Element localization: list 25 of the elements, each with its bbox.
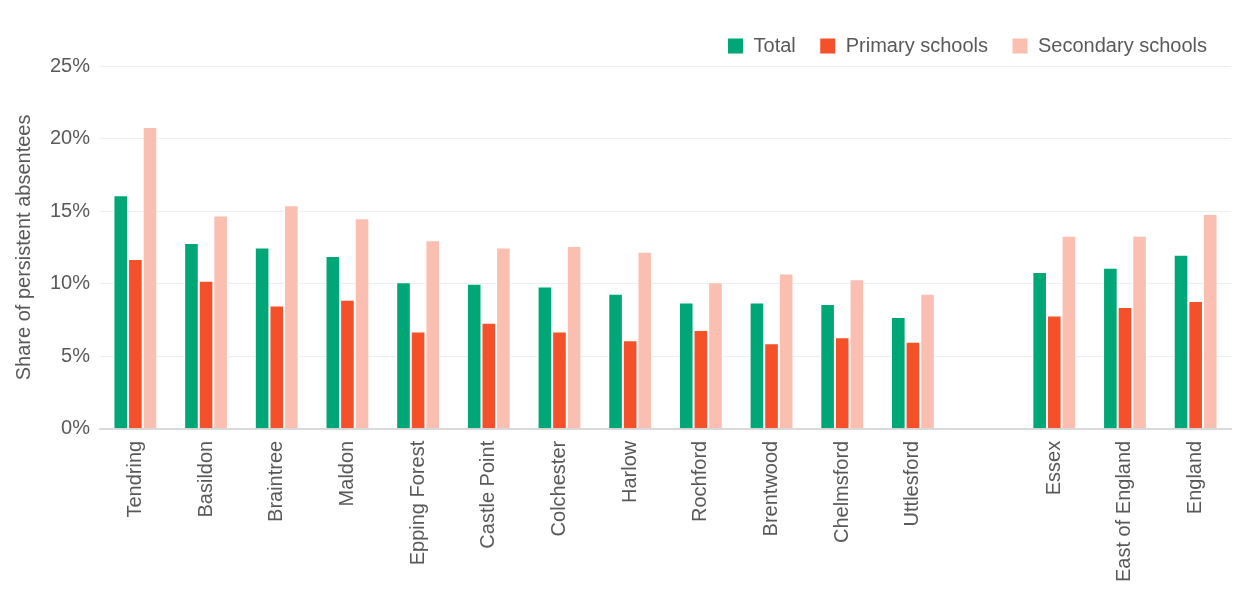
x-tick-label: Basildon [193,440,216,518]
x-tick-label: Chelmsford [829,440,852,544]
x-tick-label: Castle Point [476,440,499,549]
x-tick-label: Braintree [264,440,287,522]
x-tick-label: Epping Forest [405,440,428,566]
x-tick-label: Colchester [547,440,569,537]
x-tick-label: Essex [1041,440,1064,496]
x-tick-label: Tendring [122,440,145,518]
legend-label: Secondary schools [1038,33,1207,56]
y-tick-label: 25% [50,53,91,76]
x-tick-label: Brentwood [759,440,782,537]
legend-label: Primary schools [845,33,989,56]
x-tick-label: East of England [1112,440,1135,583]
y-tick-label: 20% [50,126,91,149]
y-tick-label: 5% [61,343,91,366]
x-tick-label: Rochford [688,440,711,522]
y-tick-label: 0% [61,416,91,439]
x-tick-label: England [1183,440,1206,515]
x-tick-label: Harlow [617,440,640,504]
y-tick-label: 15% [50,198,91,221]
legend-label: Total [753,33,796,56]
x-tick-label: Maldon [334,440,357,507]
x-tick-label: Uttlesford [900,440,923,527]
y-tick-label: 10% [50,271,91,294]
y-axis-title: Share of persistent absentees [11,114,34,381]
